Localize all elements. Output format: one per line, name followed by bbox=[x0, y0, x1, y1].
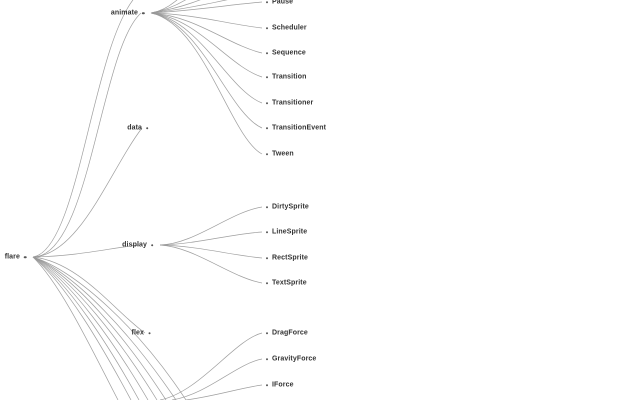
tree-link bbox=[159, 244, 263, 284]
tree-link bbox=[32, 256, 187, 400]
tree-node-gravityforce[interactable]: GravityForce bbox=[264, 356, 316, 363]
tree-node-label: Pause bbox=[272, 0, 294, 6]
tree-node-label: Sequence bbox=[272, 49, 306, 57]
tree-node-label: LineSprite bbox=[272, 228, 308, 236]
tree-link bbox=[32, 256, 158, 400]
node-dot-icon bbox=[265, 51, 268, 55]
node-dot-icon bbox=[142, 11, 145, 15]
node-dot-icon bbox=[265, 152, 268, 156]
tree-node-dragforce[interactable]: DragForce bbox=[264, 330, 308, 337]
tree-link bbox=[32, 256, 140, 400]
tree-node-textsprite[interactable]: TextSprite bbox=[264, 280, 307, 287]
tree-link bbox=[150, 12, 263, 29]
tree-node-label: DirtySprite bbox=[272, 203, 309, 211]
tree-link bbox=[150, 1, 263, 14]
tree-link bbox=[150, 12, 263, 104]
tree-node-label: animate bbox=[110, 9, 138, 17]
tree-link bbox=[150, 0, 228, 14]
tree-node-label: GravityForce bbox=[272, 355, 317, 363]
tree-node-animate[interactable]: animate bbox=[111, 10, 146, 17]
tree-node-label: flex bbox=[131, 329, 144, 337]
tree-link bbox=[185, 384, 263, 400]
tree-link bbox=[150, 12, 263, 129]
node-dot-icon bbox=[265, 75, 268, 79]
node-dot-icon bbox=[265, 357, 268, 361]
tree-node-label: TextSprite bbox=[272, 279, 307, 287]
tree-node-data[interactable]: data bbox=[127, 125, 150, 132]
tree-link bbox=[32, 0, 134, 258]
tree-link bbox=[32, 256, 167, 400]
node-dot-icon bbox=[265, 383, 268, 387]
tree-link bbox=[159, 206, 263, 246]
tree-node-linesprite[interactable]: LineSprite bbox=[264, 229, 307, 236]
tree-node-iforce[interactable]: IForce bbox=[264, 382, 294, 389]
tree-link bbox=[150, 12, 263, 78]
tree-node-label: data bbox=[127, 124, 142, 132]
tree-node-transition[interactable]: Transition bbox=[264, 74, 306, 81]
tree-node-tween[interactable]: Tween bbox=[264, 151, 294, 158]
tree-link bbox=[32, 127, 143, 258]
tree-link bbox=[150, 12, 263, 155]
tree-link bbox=[32, 256, 119, 400]
node-dot-icon bbox=[24, 255, 27, 259]
tree-link bbox=[32, 256, 177, 400]
tree-node-label: Transitioner bbox=[272, 99, 314, 107]
node-dot-icon bbox=[265, 101, 268, 105]
node-dot-icon bbox=[265, 281, 268, 285]
tree-node-scheduler[interactable]: Scheduler bbox=[264, 25, 307, 32]
node-dot-icon bbox=[265, 256, 268, 260]
tree-link bbox=[150, 0, 186, 14]
node-dot-icon bbox=[265, 230, 268, 234]
tree-node-transitioner[interactable]: Transitioner bbox=[264, 100, 313, 107]
tree-link bbox=[32, 256, 149, 400]
node-dot-icon bbox=[265, 26, 268, 30]
tree-link bbox=[32, 244, 140, 258]
node-dot-icon bbox=[265, 331, 268, 335]
tree-node-dirtysprite[interactable]: DirtySprite bbox=[264, 204, 309, 211]
tree-link bbox=[32, 256, 132, 400]
tree-node-flare[interactable]: flare bbox=[5, 254, 28, 261]
node-dot-icon bbox=[151, 243, 154, 247]
tree-link bbox=[32, 256, 146, 334]
tree-node-label: Tween bbox=[272, 150, 294, 158]
tree-node-pause[interactable]: Pause bbox=[264, 0, 293, 6]
tree-link bbox=[159, 332, 263, 400]
node-dot-icon bbox=[265, 126, 268, 130]
tree-node-rectsprite[interactable]: RectSprite bbox=[264, 255, 308, 262]
node-dot-icon bbox=[265, 205, 268, 209]
tree-node-label: IForce bbox=[272, 381, 294, 389]
node-dot-icon bbox=[265, 0, 268, 4]
tree-node-label: DragForce bbox=[272, 329, 308, 337]
tree-node-display[interactable]: display bbox=[122, 242, 155, 249]
tree-link bbox=[171, 358, 263, 400]
tree-node-label: Transition bbox=[272, 73, 307, 81]
node-dot-icon bbox=[148, 331, 151, 335]
tree-link bbox=[150, 12, 263, 54]
tree-link bbox=[32, 12, 142, 258]
tree-node-label: Scheduler bbox=[272, 24, 307, 32]
tree-node-sequence[interactable]: Sequence bbox=[264, 50, 306, 57]
tree-node-transitionevent[interactable]: TransitionEvent bbox=[264, 125, 326, 132]
tree-node-label: TransitionEvent bbox=[272, 124, 327, 132]
tree-link bbox=[150, 0, 201, 14]
node-dot-icon bbox=[146, 126, 149, 130]
tree-node-label: flare bbox=[4, 253, 20, 261]
tree-node-flex[interactable]: flex bbox=[132, 330, 152, 337]
tree-node-label: display bbox=[122, 241, 147, 249]
tree-link bbox=[159, 231, 263, 246]
tree-link bbox=[159, 244, 263, 259]
tree-node-label: RectSprite bbox=[272, 254, 309, 262]
